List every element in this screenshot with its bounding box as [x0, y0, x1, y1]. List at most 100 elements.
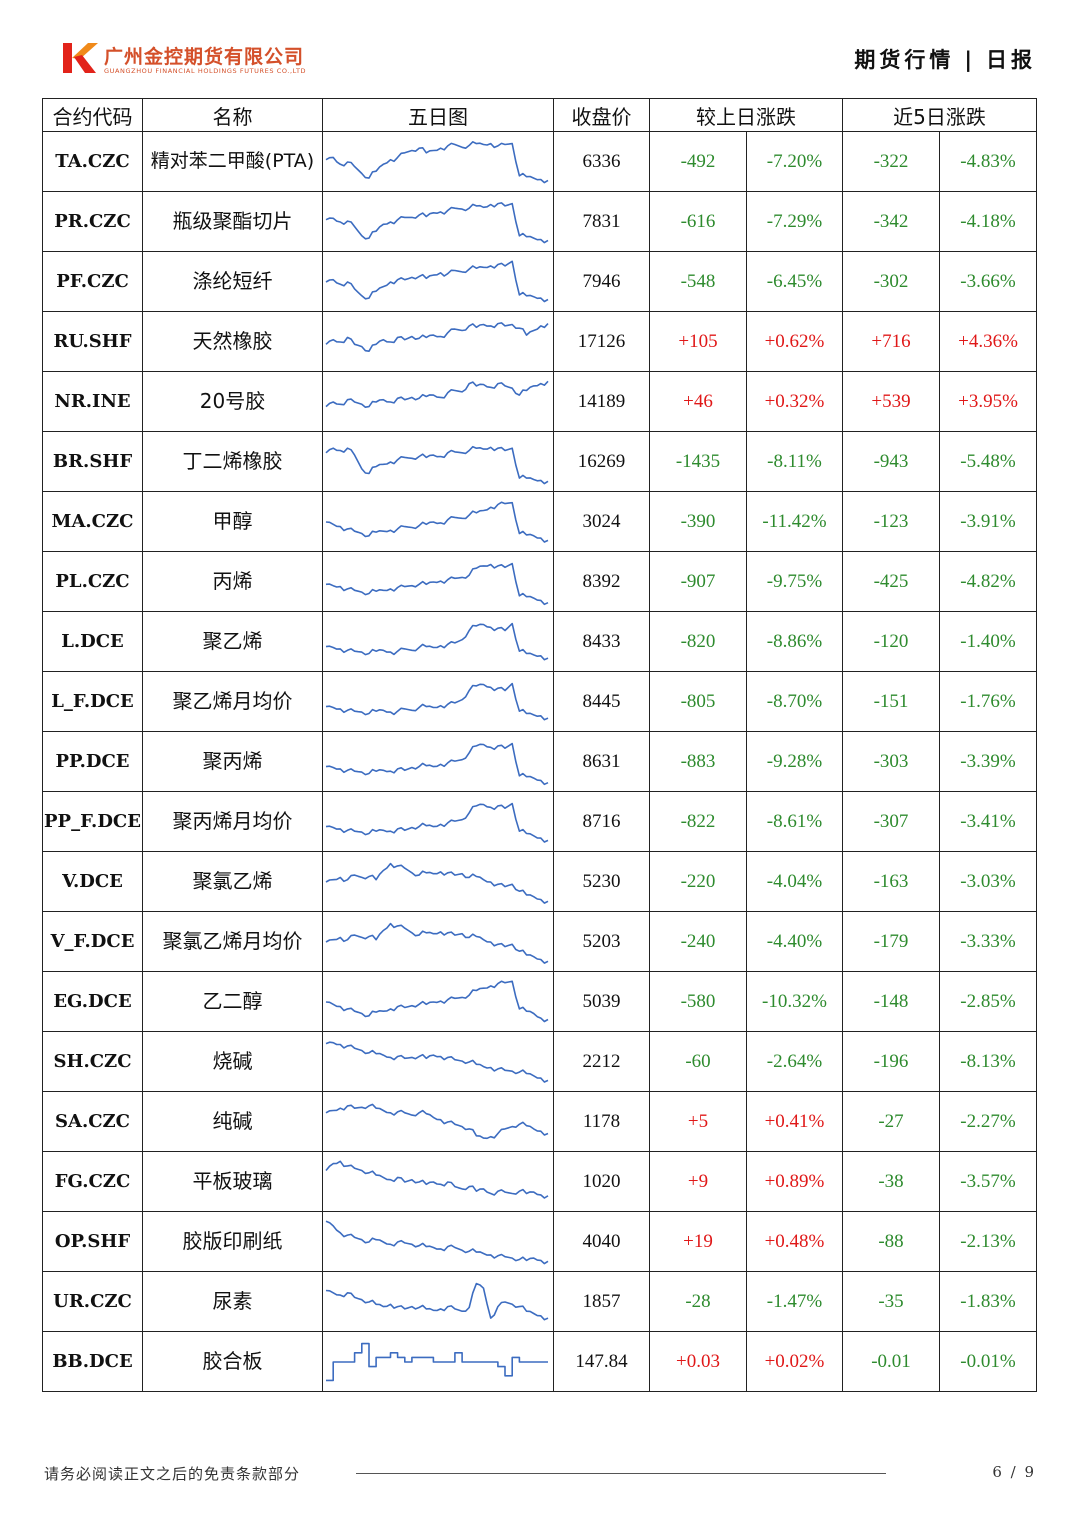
- sparkline-svg: [325, 1282, 549, 1320]
- daily-change-pct: -2.64%: [746, 1031, 843, 1092]
- sparkline-line: [325, 1220, 549, 1264]
- table-row: MA.CZC 甲醇 3024 -390 -11.42% -123 -3.91%: [42, 491, 1038, 552]
- contract-code: MA.CZC: [42, 491, 143, 552]
- contract-code: PP_F.DCE: [42, 791, 143, 852]
- disclaimer-note: 请务必阅读正文之后的免责条款部分: [44, 1465, 301, 1483]
- sparkline-line: [325, 140, 549, 183]
- five-day-change-pct: -8.13%: [938, 1031, 1038, 1092]
- table-header-row: 合约代码 名称 五日图 收盘价 较上日涨跌 近5日涨跌: [42, 98, 1038, 132]
- header-code: 合约代码: [42, 98, 143, 132]
- sparkline-svg: [325, 501, 549, 543]
- daily-change: +9: [649, 1151, 747, 1212]
- contract-code: OP.SHF: [42, 1211, 143, 1272]
- five-day-change: -163: [842, 851, 940, 912]
- close-price: 8433: [553, 611, 650, 672]
- close-price: 7831: [553, 191, 650, 252]
- sparkline-svg: [325, 140, 549, 183]
- five-day-change: -123: [842, 491, 940, 552]
- close-price: 16269: [553, 431, 650, 492]
- five-day-change: -196: [842, 1031, 940, 1092]
- daily-change-pct: -10.32%: [746, 971, 843, 1032]
- five-day-chart: [322, 1031, 554, 1092]
- table-row: BB.DCE 胶合板 147.84 +0.03 +0.02% -0.01 -0.01%: [42, 1331, 1038, 1392]
- daily-change-pct: +0.62%: [746, 311, 843, 372]
- table-row: EG.DCE 乙二醇 5039 -580 -10.32% -148 -2.85%: [42, 971, 1038, 1032]
- sparkline-line: [325, 862, 549, 904]
- five-day-change-pct: -5.48%: [938, 431, 1038, 492]
- daily-change: -822: [649, 791, 747, 852]
- five-day-change-pct: -3.91%: [938, 491, 1038, 552]
- five-day-change: -120: [842, 611, 940, 672]
- daily-change: -805: [649, 671, 747, 732]
- contract-name: 胶合板: [142, 1331, 323, 1392]
- daily-change: +5: [649, 1091, 747, 1152]
- five-day-chart: [322, 1151, 554, 1212]
- company-name: 广州金控期货有限公司: [104, 46, 305, 68]
- contract-name: 烧碱: [142, 1031, 323, 1092]
- table-row: BR.SHF 丁二烯橡胶 16269 -1435 -8.11% -943 -5.48%: [42, 431, 1038, 492]
- five-day-change-pct: -1.76%: [938, 671, 1038, 732]
- daily-change: -580: [649, 971, 747, 1032]
- daily-change: -28: [649, 1271, 747, 1332]
- contract-code: SH.CZC: [42, 1031, 143, 1092]
- daily-change: -820: [649, 611, 747, 672]
- five-day-change-pct: -3.33%: [938, 911, 1038, 972]
- daily-change: -616: [649, 191, 747, 252]
- close-price: 2212: [553, 1031, 650, 1092]
- sparkline-line: [325, 1103, 549, 1139]
- five-day-change-pct: -1.83%: [938, 1271, 1038, 1332]
- daily-change-pct: +0.48%: [746, 1211, 843, 1272]
- table-row: V_F.DCE 聚氯乙烯月均价 5203 -240 -4.40% -179 -3.33%: [42, 911, 1038, 972]
- sparkline-svg: [325, 862, 549, 904]
- daily-change: +105: [649, 311, 747, 372]
- daily-change-pct: +0.02%: [746, 1331, 843, 1392]
- daily-change: -390: [649, 491, 747, 552]
- five-day-change: -0.01: [842, 1331, 940, 1392]
- contract-code: EG.DCE: [42, 971, 143, 1032]
- contract-name: 平板玻璃: [142, 1151, 323, 1212]
- contract-code: BR.SHF: [42, 431, 143, 492]
- five-day-chart: [322, 311, 554, 372]
- close-price: 8631: [553, 731, 650, 792]
- contract-name: 聚丙烯月均价: [142, 791, 323, 852]
- sparkline-line: [325, 380, 549, 408]
- five-day-change-pct: -0.01%: [938, 1331, 1038, 1392]
- contract-name: 聚乙烯: [142, 611, 323, 672]
- contract-code: NR.INE: [42, 371, 143, 432]
- five-day-change: +539: [842, 371, 940, 432]
- five-day-change-pct: -2.85%: [938, 971, 1038, 1032]
- close-price: 8716: [553, 791, 650, 852]
- five-day-change: -179: [842, 911, 940, 972]
- sparkline-svg: [325, 682, 549, 720]
- daily-change-pct: +0.32%: [746, 371, 843, 432]
- contract-name: 20号胶: [142, 371, 323, 432]
- sparkline-svg: [325, 742, 549, 785]
- daily-change-pct: +0.41%: [746, 1091, 843, 1152]
- close-price: 4040: [553, 1211, 650, 1272]
- sparkline-svg: [326, 1342, 548, 1381]
- contract-code: V_F.DCE: [42, 911, 143, 972]
- contract-name: 乙二醇: [142, 971, 323, 1032]
- contract-code: L.DCE: [42, 611, 143, 672]
- five-day-chart: [322, 1091, 554, 1152]
- daily-change: -220: [649, 851, 747, 912]
- contract-name: 瓶级聚酯切片: [142, 191, 323, 252]
- company-logo: 广州金控期货有限公司 GUANGZHOU FINANCIAL HOLDINGS …: [60, 40, 360, 80]
- sparkline-line: [325, 321, 549, 352]
- five-day-change-pct: -3.57%: [938, 1151, 1038, 1212]
- sparkline-svg: [325, 622, 549, 660]
- five-day-change: -307: [842, 791, 940, 852]
- five-day-chart: [322, 971, 554, 1032]
- five-day-change-pct: +3.95%: [938, 371, 1038, 432]
- five-day-chart: [322, 431, 554, 492]
- sparkline-svg: [325, 980, 549, 1022]
- contract-code: BB.DCE: [42, 1331, 143, 1392]
- contract-name: 聚乙烯月均价: [142, 671, 323, 732]
- daily-change-pct: -7.20%: [746, 131, 843, 192]
- sparkline-line: [326, 1342, 548, 1381]
- five-day-chart: [322, 1211, 554, 1272]
- page-header: 广州金控期货有限公司 GUANGZHOU FINANCIAL HOLDINGS …: [0, 0, 1080, 98]
- five-day-chart: [322, 1331, 554, 1392]
- table-row: PL.CZC 丙烯 8392 -907 -9.75% -425 -4.82%: [42, 551, 1038, 612]
- five-day-change-pct: -2.27%: [938, 1091, 1038, 1152]
